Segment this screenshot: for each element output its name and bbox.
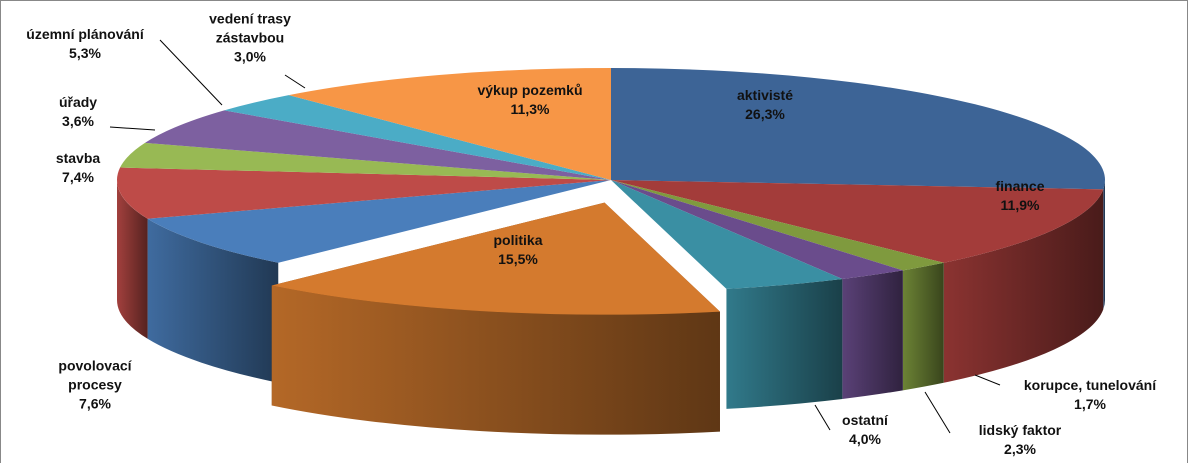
slice-label: politika 15,5% [468,231,568,269]
leader-line [924,391,951,434]
category-label: stavba [55,150,101,166]
category-label: povolovací procesy [58,357,132,393]
value-label: 11,3% [510,101,550,117]
leader-line [284,74,306,89]
slice-label: finance 11,9% [960,177,1080,215]
value-label: 7,4% [62,169,94,185]
slice-side [943,189,1104,383]
category-label: vedení trasy zástavbou [209,10,291,46]
slice [224,95,611,180]
leader-line [814,404,831,431]
slice-side [726,278,843,409]
category-label: aktivisté [736,87,794,103]
value-label: 3,0% [234,48,266,65]
value-label: 1,7% [1074,396,1106,412]
slice-side [147,218,279,383]
category-label: úřady [58,94,98,110]
leader-line [974,374,1001,386]
slice [611,180,944,271]
slice-label: vedení trasy zástavbou 3,0% [200,10,300,67]
category-label: politika [493,232,543,248]
value-label: 2,3% [1004,441,1036,457]
slice-side [842,270,903,399]
slice [288,68,611,180]
value-label: 5,3% [69,45,101,61]
slice [611,180,1104,263]
slice-side [271,285,720,435]
slice [120,142,611,180]
slice [611,180,843,289]
value-label: 4,0% [849,431,881,447]
slice-label: korupce, tunelování 1,7% [1005,376,1175,414]
slice-side [117,180,148,339]
category-label: výkup pozemků [477,82,583,98]
value-label: 26,3% [745,106,785,122]
slice-side [902,262,944,391]
slice [144,110,611,180]
slice [611,180,903,279]
leader-line [159,39,223,106]
category-label: ostatní [842,412,888,428]
leader-line [109,126,156,131]
slice-label: ostatní 4,0% [825,411,905,449]
value-label: 3,6% [62,113,94,129]
slice-label: aktivisté 26,3% [705,86,825,124]
value-label: 11,9% [1000,197,1040,213]
slice-side [1103,180,1105,310]
slice-label: úřady 3,6% [38,93,118,131]
slice-label: lidský faktor 2,3% [960,421,1080,459]
slice-label: stavba 7,4% [33,149,123,187]
slice [147,180,611,263]
slice-label: povolovací procesy 7,6% [45,357,145,414]
slice [117,167,612,219]
slice-label: výkup pozemků 11,3% [465,81,595,119]
value-label: 15,5% [498,251,538,267]
category-label: finance [995,178,1045,194]
slice-label: územní plánování 5,3% [5,25,165,63]
slice [611,68,1105,190]
slice [271,202,720,315]
category-label: korupce, tunelování [1023,377,1157,393]
category-label: územní plánování [26,26,144,42]
category-label: lidský faktor [978,422,1062,438]
value-label: 7,6% [79,395,111,412]
